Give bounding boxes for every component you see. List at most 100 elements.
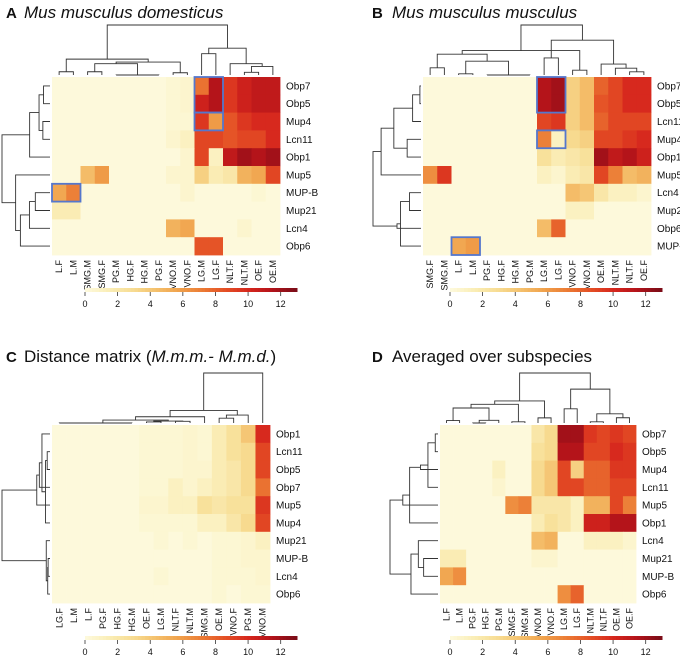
heatmap-cell: Obp5 / NLT.M: 9 [583, 442, 598, 461]
colorbar-swatch [244, 288, 249, 292]
row-label: Lcn11 [642, 483, 669, 494]
heatmap-cell: Obp1 / HG.M: 0 [508, 148, 524, 167]
highlight-box [536, 129, 567, 150]
heatmap-cell: Obp7 / PG.F: 0 [151, 77, 167, 96]
heatmap-cell: Obp6 / OE.M: 0 [265, 237, 281, 256]
colorbar-swatch [478, 288, 483, 292]
heatmap-cell: MUP-B / LG.M: 0 [194, 183, 210, 202]
dendrogram-link [417, 540, 438, 568]
heatmap-cell: Obp7 / SMG.M: 1 [197, 478, 213, 497]
colorbar-swatch [594, 636, 599, 640]
heatmap-cell: Obp6 / L.F: 0 [81, 585, 96, 604]
heatmap-cell: Lcn11 / OE.F: 9 [636, 112, 652, 131]
heatmap-cell: Obp1 / PG.F: 0 [466, 514, 480, 533]
colorbar-tick-label: 2 [115, 299, 120, 309]
column-dendrogram [446, 372, 630, 424]
heatmap-cell: Mup21 / VNO.F: 0.5 [544, 549, 558, 568]
colorbar-tick-label: 12 [276, 299, 286, 309]
heatmap-cell: Mup4 / NLT.F: 0.3 [168, 514, 184, 533]
colorbar-swatch [524, 288, 529, 292]
heatmap-cell: Mup5 / VNO.M: 2 [579, 166, 595, 185]
column-label: LG.M [539, 260, 549, 282]
heatmap-cell: Mup4 / NLT.F: 9.5 [622, 130, 638, 149]
heatmap-cell: Obp5 / LG.M: 10.5 [194, 94, 210, 113]
heatmap-cell: Mup5 / L.M: 0 [465, 166, 481, 185]
heatmap-cell: Obp7 / LG.M: 0.3 [153, 478, 169, 497]
heatmap-cell: Mup21 / L.F: 1.5 [440, 549, 454, 568]
heatmap-cell: Lcn11 / LG.F: 9.5 [551, 112, 566, 131]
colorbar-swatch [236, 636, 241, 640]
heatmap-cell: Obp7 / LG.F: 12 [570, 425, 585, 444]
heatmap-cell: Obp1 / L.M: 0 [465, 148, 481, 167]
heatmap-cell: Obp1 / PG.F: 0 [480, 148, 495, 167]
dendrogram-link [519, 372, 591, 401]
column-label: LG.M [559, 608, 569, 630]
colorbar-swatch [173, 288, 178, 292]
colorbar-swatch [570, 288, 575, 292]
colorbar-swatch [134, 636, 139, 640]
dendrogram-link [1, 489, 47, 562]
colorbar-swatch [95, 288, 100, 292]
heatmap-cell: Lcn11 / PG.F: 0 [480, 112, 495, 131]
heatmap-cell: Mup5 / NLT.F: 5 [596, 496, 611, 515]
heatmap-cell: Lcn4 / LG.F: 0 [570, 531, 585, 550]
heatmap-cell: Obp5 / PG.M: 0 [492, 442, 506, 461]
heatmap-cell: Lcn4 / SMG.F: 0 [94, 219, 110, 238]
heatmap-cell: Lcn4 / PG.M: 0.3 [240, 567, 256, 586]
row-label: Mup5 [286, 170, 311, 181]
column-label: SMG.M [83, 260, 93, 291]
heatmap-cell: Lcn4 / PG.F: 0 [95, 567, 111, 586]
heatmap-cell: Mup21 / NLT.F: 0 [622, 201, 638, 220]
heatmap-cell: Lcn4 / SMG.F: 0 [505, 531, 519, 550]
heatmap-cell: Mup4 / SMG.M: 0 [437, 130, 452, 149]
heatmap-cell: Obp1 / OE.F: 10.5 [636, 148, 652, 167]
heatmap-cell: MUP-B / SMG.F: 0 [423, 237, 438, 256]
colorbar-swatch [247, 288, 252, 292]
column-label: VNO.M [258, 608, 268, 638]
colorbar-swatch [187, 636, 192, 640]
heatmap-cell: Mup21 / OE.M: 0 [609, 549, 624, 568]
colorbar-swatch [520, 636, 525, 640]
heatmap-cell: Lcn4 / OE.M: 2 [594, 183, 609, 202]
colorbar-swatch [577, 636, 582, 640]
heatmap-cell: Obp6 / NLT.M: 0 [237, 237, 252, 256]
heatmap-cell: Mup4 / L.M: 0 [453, 460, 467, 479]
colorbar-swatch [205, 636, 210, 640]
heatmap-cell: Lcn4 / NLT.F: 1 [596, 531, 611, 550]
colorbar-tick-label: 4 [513, 299, 518, 309]
colorbar-swatch [499, 288, 504, 292]
heatmap-cell: Mup5 / SMG.F: 6 [94, 166, 110, 185]
row-label: Lcn11 [276, 447, 303, 458]
colorbar-swatch [120, 288, 125, 292]
heatmap-cell: Obp1 / SMG.F: 0 [505, 514, 519, 533]
heatmap-cell: Obp5 / L.M: 0 [66, 460, 82, 479]
colorbar-swatch [524, 636, 529, 640]
colorbar-swatch [580, 636, 585, 640]
colorbar-swatch [609, 288, 614, 292]
heatmap-cell: Lcn11 / HG.M: 0 [137, 130, 153, 149]
heatmap-cell: Obp1 / VNO.M: 1.5 [531, 514, 545, 533]
heatmap-cell: Mup21 / VNO.M: 1 [255, 531, 271, 550]
heatmap-cell: Obp7 / OE.M: 9.5 [609, 425, 624, 444]
dendrogram-link [58, 71, 74, 75]
colorbar-swatch [282, 636, 287, 640]
heatmap-cell: Obp1 / VNO.M: 2.5 [579, 148, 595, 167]
heatmap-cell: Obp7 / SMG.F: 0 [423, 77, 438, 96]
panel-title: Averaged over subspecies [392, 347, 592, 366]
colorbar-swatch [159, 288, 164, 292]
column-label: VNO.M [533, 608, 543, 638]
colorbar-swatch [176, 636, 181, 640]
heatmap-cell: Mup21 / L.F: 0 [451, 201, 467, 220]
heatmap-cell: Obp1 / LG.M: 0.3 [153, 425, 169, 444]
column-label: OE.M [611, 608, 621, 631]
colorbar-swatch [145, 636, 150, 640]
heatmap-cell: MUP-B / PG.F: 0 [480, 237, 495, 256]
heatmap-cell: MUP-B / LG.M: 0 [537, 237, 552, 256]
row-label: Obp6 [642, 590, 667, 601]
column-label: LG.F [553, 260, 563, 281]
dendrogram-link [34, 192, 50, 211]
row-label: Obp6 [657, 224, 680, 235]
heatmap-cell: Obp7 / HG.M: 0 [137, 77, 153, 96]
heatmap-cell: Mup4 / SMG.F: 0 [94, 112, 110, 131]
heatmap-cell: Obp6 / NLT.F: 0 [168, 585, 184, 604]
